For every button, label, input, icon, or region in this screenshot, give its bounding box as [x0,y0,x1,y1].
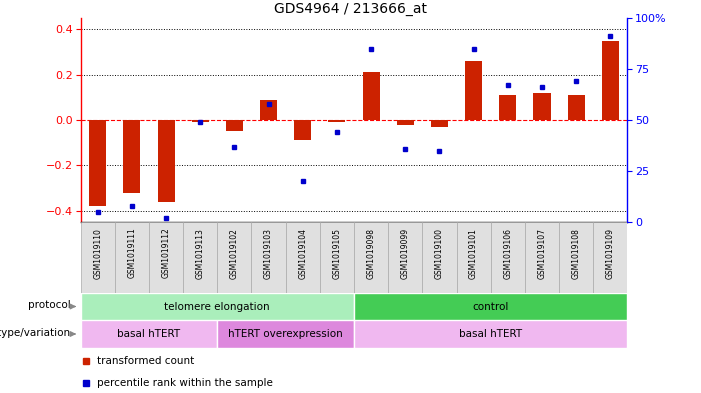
Bar [183,222,217,293]
Bar [431,120,448,127]
Bar [354,320,627,348]
Bar [397,120,414,125]
Bar [81,293,354,320]
Text: GSM1019107: GSM1019107 [538,228,547,279]
Bar [286,222,320,293]
Bar [456,222,491,293]
Bar [601,40,619,120]
Bar [217,320,354,348]
Bar [158,120,175,202]
Bar [320,222,354,293]
Text: genotype/variation: genotype/variation [0,328,71,338]
Bar [499,95,517,120]
Bar [81,320,217,348]
Text: GSM1019101: GSM1019101 [469,228,478,279]
Bar [533,93,550,120]
Bar [422,222,456,293]
Text: GSM1019104: GSM1019104 [298,228,307,279]
Text: GSM1019100: GSM1019100 [435,228,444,279]
Text: GSM1019102: GSM1019102 [230,228,239,279]
Text: GSM1019113: GSM1019113 [196,228,205,279]
Text: GSM1019099: GSM1019099 [401,228,410,279]
Text: GSM1019106: GSM1019106 [503,228,512,279]
Bar [388,222,422,293]
Bar [593,222,627,293]
Bar [354,293,627,320]
Bar [217,222,252,293]
Bar [559,222,593,293]
Text: GSM1019109: GSM1019109 [606,228,615,279]
Text: transformed count: transformed count [97,356,194,365]
Text: telomere elongation: telomere elongation [165,301,270,312]
Bar [115,222,149,293]
Text: basal hTERT: basal hTERT [459,329,522,339]
Bar [149,222,183,293]
Text: percentile rank within the sample: percentile rank within the sample [97,378,273,388]
Text: GSM1019108: GSM1019108 [571,228,580,279]
Bar [226,120,243,131]
Bar [191,120,209,122]
Bar [328,120,346,122]
Bar [260,99,277,120]
Bar [525,222,559,293]
Bar [362,72,380,120]
Text: GSM1019112: GSM1019112 [161,228,170,278]
Text: GDS4964 / 213666_at: GDS4964 / 213666_at [274,2,427,16]
Bar [465,61,482,120]
Bar [252,222,286,293]
Bar [123,120,140,193]
Text: GSM1019110: GSM1019110 [93,228,102,279]
Text: GSM1019098: GSM1019098 [367,228,376,279]
Bar [568,95,585,120]
Text: protocol: protocol [28,300,71,310]
Bar [89,120,107,206]
Text: basal hTERT: basal hTERT [117,329,181,339]
Text: GSM1019105: GSM1019105 [332,228,341,279]
Text: hTERT overexpression: hTERT overexpression [229,329,343,339]
Text: GSM1019103: GSM1019103 [264,228,273,279]
Bar [491,222,525,293]
Bar [294,120,311,140]
Text: GSM1019111: GSM1019111 [128,228,137,278]
Bar [81,222,115,293]
Text: control: control [472,301,509,312]
Bar [354,222,388,293]
